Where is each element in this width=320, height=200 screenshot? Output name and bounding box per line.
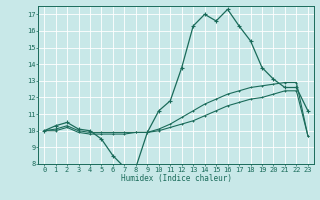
X-axis label: Humidex (Indice chaleur): Humidex (Indice chaleur) [121, 174, 231, 183]
